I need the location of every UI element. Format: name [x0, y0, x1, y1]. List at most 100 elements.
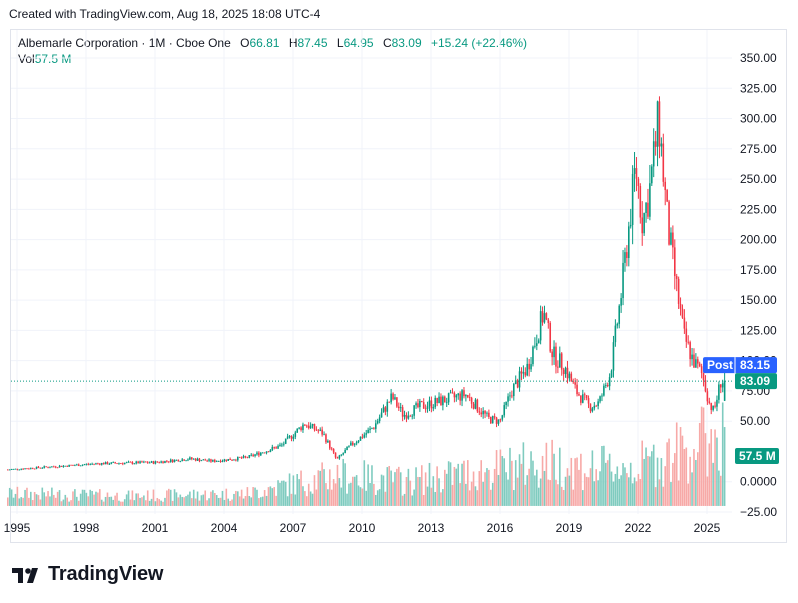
candle — [145, 461, 147, 463]
candle — [70, 464, 72, 466]
volume-bar — [187, 494, 189, 506]
volume-bar — [476, 490, 479, 506]
volume-bar — [194, 498, 197, 506]
volume-bar — [434, 491, 437, 506]
candle — [434, 395, 437, 410]
candle — [497, 419, 500, 426]
close-label: C — [382, 36, 392, 50]
volume-bar — [179, 494, 182, 506]
candle — [277, 444, 279, 450]
grid-lines — [11, 30, 732, 514]
volume-bar — [513, 490, 515, 506]
candle — [628, 221, 630, 267]
candle — [146, 461, 149, 464]
candle — [367, 427, 369, 434]
tradingview-logo[interactable]: TradingView — [12, 563, 163, 586]
volume-bar — [536, 469, 538, 506]
candle — [440, 393, 442, 406]
volume-bar — [386, 467, 389, 506]
volume-bar — [706, 476, 709, 506]
price-tick-label: 175.00 — [740, 263, 777, 277]
candle — [344, 448, 346, 454]
symbol-title[interactable]: Albemarle Corporation · 1M · Cboe One — [18, 36, 231, 50]
candle — [106, 461, 109, 465]
volume-bar — [12, 497, 15, 506]
candle — [474, 398, 477, 410]
volume-bar — [237, 491, 239, 506]
candle — [22, 468, 24, 470]
volume-bar — [718, 470, 720, 506]
candle — [12, 468, 15, 470]
candle — [97, 462, 99, 465]
candle — [614, 319, 617, 347]
candle — [309, 422, 312, 429]
volume-bar — [488, 469, 490, 506]
low-value: 64.95 — [343, 36, 374, 50]
candle — [691, 347, 693, 366]
candle — [237, 456, 239, 462]
time-tick-label: 2022 — [625, 521, 652, 535]
volume-bar — [334, 483, 337, 506]
volume-bar — [459, 483, 461, 506]
candlesticks — [7, 96, 726, 471]
volume-bar — [28, 497, 30, 506]
candle — [8, 469, 11, 471]
candle — [152, 460, 155, 465]
volume-bar — [514, 460, 517, 506]
candle — [398, 402, 400, 411]
candle — [229, 457, 231, 461]
volume-bar — [679, 427, 682, 506]
candle — [214, 458, 216, 463]
candle — [532, 345, 534, 367]
volume-bar — [298, 479, 300, 506]
candle — [175, 459, 178, 461]
volume-bar — [568, 475, 571, 506]
candle — [403, 410, 406, 420]
volume-bar — [97, 492, 99, 506]
volume-bar — [72, 491, 74, 506]
volume-bar — [396, 468, 398, 506]
volume-bar — [110, 496, 113, 506]
volume-bar — [490, 489, 492, 506]
candle — [716, 395, 718, 412]
volume-bar — [687, 483, 690, 506]
candle — [591, 406, 594, 413]
candle — [453, 391, 456, 403]
volume-bar — [45, 496, 47, 506]
candle — [204, 458, 207, 461]
volume-bar — [204, 490, 207, 506]
volume-bar — [474, 486, 477, 506]
volume-bar — [486, 468, 488, 506]
volume-bar — [292, 475, 295, 506]
candle — [330, 446, 333, 451]
volume-bar — [185, 496, 187, 506]
volume-bar — [319, 470, 322, 506]
volume-bar — [628, 477, 630, 506]
volume-bar — [329, 469, 331, 506]
candle — [177, 459, 180, 462]
volume-bar — [631, 483, 634, 506]
candle — [191, 457, 193, 461]
candle — [426, 401, 429, 413]
candle — [622, 250, 624, 306]
volume-bar — [286, 496, 289, 506]
volume-bar — [520, 463, 523, 506]
volume-bar — [714, 429, 716, 506]
volume-bar — [306, 496, 308, 506]
candle — [39, 467, 42, 469]
candle — [99, 463, 101, 466]
candle — [279, 442, 281, 447]
volume-bar — [350, 482, 352, 506]
volume-bar — [610, 471, 613, 506]
candle — [133, 462, 136, 465]
candle — [629, 208, 632, 229]
time-axis[interactable]: 1995 1998 2001 2004 2007 2010 2013 2016 2019 2022… — [4, 521, 721, 535]
candle — [689, 340, 691, 367]
volume-bar — [662, 486, 665, 506]
volume-bar — [338, 478, 341, 506]
candle — [714, 401, 716, 409]
candle — [352, 441, 354, 447]
candle — [284, 438, 287, 445]
candle — [250, 453, 253, 457]
